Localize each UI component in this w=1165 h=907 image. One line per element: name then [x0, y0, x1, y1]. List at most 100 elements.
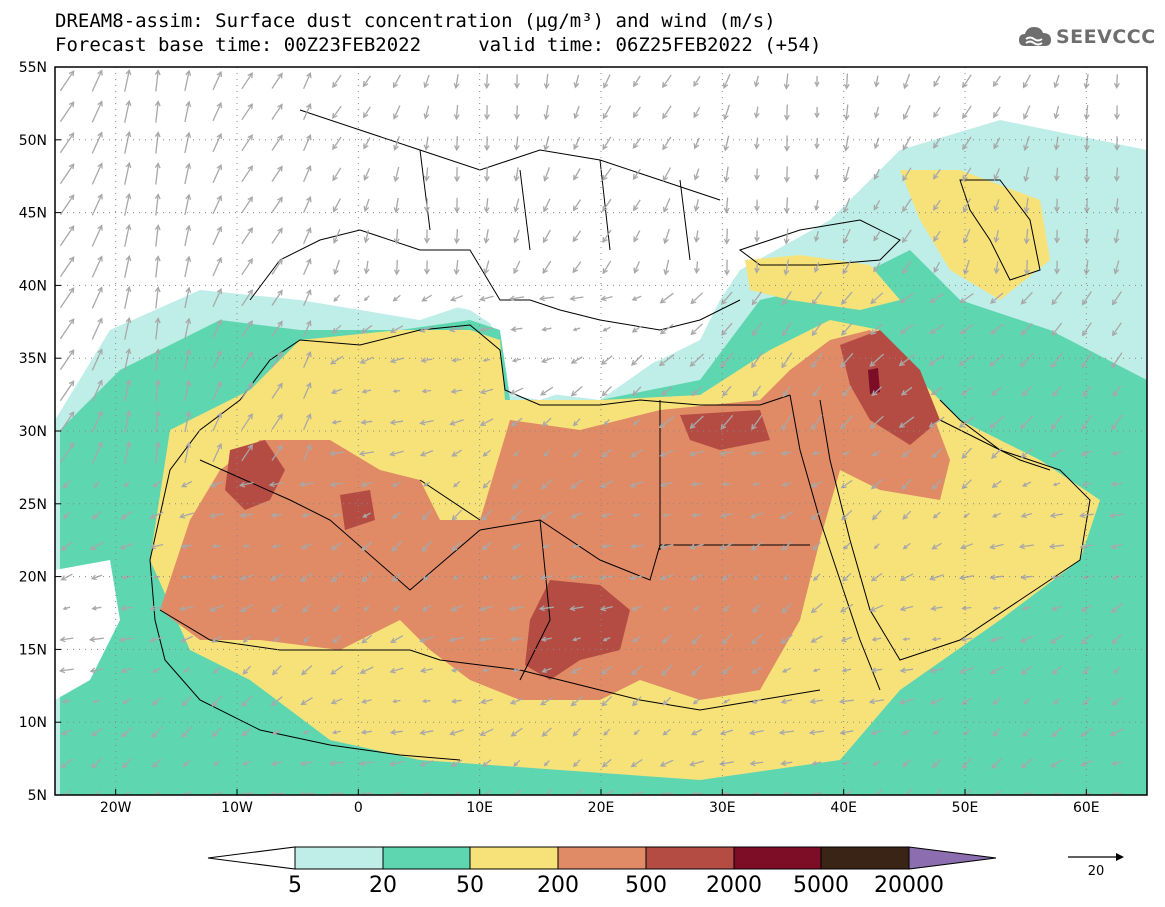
wind-arrow — [540, 357, 553, 364]
wind-arrow — [124, 68, 132, 92]
wind-arrow — [783, 166, 790, 183]
wind-arrow — [572, 418, 581, 427]
wind-arrow — [60, 758, 73, 769]
wind-arrow — [602, 167, 612, 181]
wind-arrow — [1114, 136, 1120, 151]
wind-arrow — [59, 442, 75, 464]
dust-patch-caspian — [900, 170, 1050, 300]
wind-arrow — [660, 386, 673, 396]
wind-arrow — [271, 289, 283, 306]
seevccc-logo: SEEVCCC — [1018, 24, 1156, 50]
wind-arrow — [1111, 450, 1122, 456]
wind-arrow — [812, 541, 822, 551]
wind-arrow — [91, 162, 103, 185]
wind-arrow — [751, 666, 762, 674]
wind-arrow — [1020, 291, 1033, 305]
wind-arrow — [212, 101, 223, 122]
wind-arrow — [814, 199, 820, 212]
wind-arrow — [363, 137, 371, 150]
wind-arrow — [540, 636, 552, 642]
wind-arrow — [929, 667, 944, 674]
wind-arrow — [602, 136, 612, 151]
wind-arrow — [124, 347, 132, 371]
wind-arrow — [783, 197, 790, 214]
wind-arrow — [603, 419, 610, 426]
wind-arrow — [961, 605, 972, 611]
wind-arrow — [450, 667, 462, 673]
wind-arrow — [362, 106, 371, 119]
wind-arrow — [753, 75, 760, 88]
wind-arrow — [303, 412, 312, 431]
wind-arrow — [539, 696, 554, 706]
wind-arrow — [330, 388, 343, 395]
wind-arrow — [93, 480, 101, 488]
wind-arrow — [662, 696, 672, 706]
wind-arrow — [509, 636, 523, 643]
wind-arrow — [722, 604, 731, 613]
wind-arrow — [842, 385, 852, 397]
wind-arrow — [273, 636, 280, 643]
wind-arrow — [303, 350, 312, 369]
wind-arrow — [783, 73, 790, 90]
wind-arrow — [482, 358, 491, 363]
wind-arrow — [183, 667, 190, 673]
wind-arrow — [181, 696, 192, 707]
wind-arrow — [450, 759, 463, 767]
wind-arrow — [1080, 727, 1093, 737]
wind-arrow — [782, 385, 791, 398]
wind-arrow — [1108, 512, 1124, 519]
wind-arrow — [839, 603, 854, 613]
wind-arrow — [572, 261, 582, 274]
wind-arrow — [933, 199, 941, 211]
wind-arrow — [902, 198, 912, 213]
wind-arrow — [484, 136, 490, 152]
wind-arrow — [1022, 481, 1032, 487]
wind-arrow — [573, 136, 581, 151]
wind-arrow — [902, 104, 911, 121]
wind-arrow — [451, 449, 463, 457]
wind-arrow — [720, 512, 733, 519]
wind-arrow — [723, 104, 731, 121]
wind-arrow — [961, 479, 972, 490]
wind-arrow — [360, 419, 373, 426]
wind-arrow — [271, 444, 283, 461]
wind-arrow — [333, 229, 341, 244]
wind-arrow — [212, 666, 221, 674]
wind-arrow — [271, 258, 283, 275]
longitude-tick-label: 50E — [952, 800, 979, 816]
wind-arrow — [932, 788, 943, 795]
wind-arrow — [330, 542, 343, 551]
wind-arrow — [901, 449, 912, 458]
wind-arrow — [1112, 385, 1122, 398]
wind-arrow — [154, 162, 161, 185]
latitude-tick-label: 40N — [19, 278, 47, 294]
wind-arrow — [331, 730, 341, 735]
wind-arrow — [124, 440, 132, 464]
wind-arrow — [810, 481, 823, 488]
wind-arrow — [1113, 167, 1120, 182]
wind-arrow — [392, 699, 401, 704]
wind-arrow — [1021, 727, 1032, 738]
wind-arrow — [872, 760, 881, 766]
wind-arrow — [902, 542, 911, 550]
wind-arrow — [840, 414, 854, 430]
wind-arrow — [931, 636, 942, 642]
wind-arrow — [814, 168, 820, 181]
wind-arrow — [184, 162, 192, 185]
colorbar-label: 2000 — [706, 873, 762, 898]
wind-arrow — [783, 104, 790, 121]
wind-arrow — [453, 136, 460, 152]
wind-arrow — [811, 291, 823, 306]
wind-arrow — [271, 729, 282, 735]
wind-arrow — [91, 224, 103, 247]
wind-arrow — [512, 668, 521, 673]
wind-arrow — [91, 286, 103, 309]
wind-arrow — [271, 103, 283, 120]
wind-arrow — [570, 479, 583, 490]
wind-arrow — [451, 509, 463, 521]
wind-arrow — [1110, 481, 1123, 487]
west-africa-coast — [149, 559, 461, 761]
wind-arrow — [62, 479, 71, 489]
wind-arrow — [1050, 449, 1063, 458]
black-sea — [738, 219, 901, 266]
